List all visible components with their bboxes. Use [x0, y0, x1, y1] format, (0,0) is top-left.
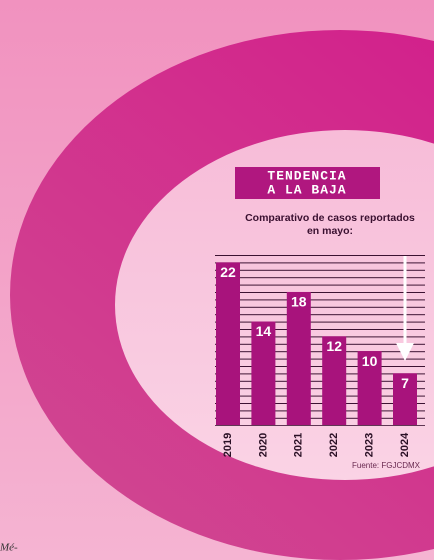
x-tick-label: 2024: [399, 432, 411, 457]
value-label: 12: [326, 338, 342, 354]
chart-title: TENDENCIA: [267, 168, 346, 183]
value-label: 14: [256, 323, 272, 339]
x-tick-label: 2022: [328, 433, 340, 457]
value-label: 7: [401, 375, 409, 391]
value-label: 22: [220, 264, 236, 280]
x-tick-label: 2023: [364, 433, 376, 457]
text-fragment: Mé-: [0, 542, 18, 554]
page: {"chart_data": {"type": "bar", "title": …: [0, 0, 434, 560]
value-label: 18: [291, 294, 307, 310]
bar: [287, 292, 311, 425]
infographic: TENDENCIA A LA BAJA Comparativo de casos…: [0, 0, 434, 560]
x-tick-label: 2020: [257, 433, 269, 457]
subtitle: en mayo:: [307, 225, 353, 237]
bar: [216, 262, 240, 425]
value-label: 10: [362, 353, 378, 369]
chart-title: A LA BAJA: [267, 182, 346, 197]
subtitle: Comparativo de casos reportados: [245, 212, 415, 224]
source: Fuente: FGJCDMX: [352, 461, 421, 470]
x-tick-label: 2019: [222, 433, 234, 457]
x-tick-label: 2021: [293, 433, 305, 457]
